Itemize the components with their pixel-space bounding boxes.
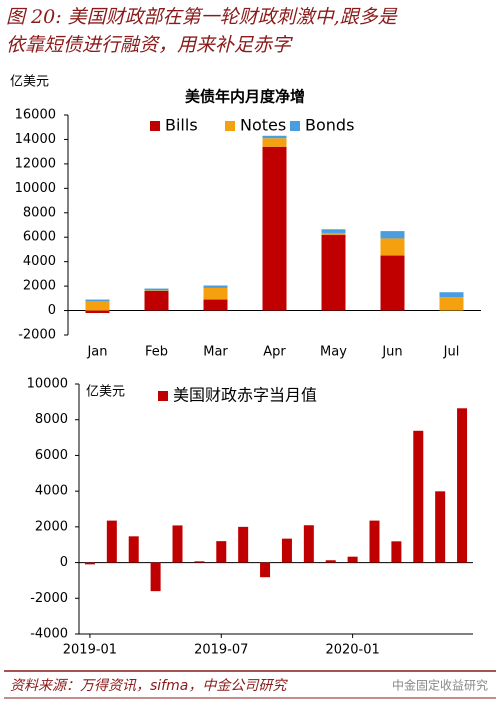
y-tick-label: 10000	[15, 181, 56, 196]
bar	[321, 232, 346, 235]
bar	[203, 287, 228, 300]
y-tick-label: 14000	[15, 132, 56, 147]
bar	[391, 541, 402, 563]
y-tick-label: 4000	[35, 484, 68, 499]
header-title: 依靠短债进行融资，用来补足赤字	[6, 34, 293, 56]
bar	[380, 238, 405, 256]
x-tick-label: 2019-07	[194, 643, 248, 658]
bar	[128, 536, 139, 563]
legend-swatch	[290, 121, 300, 131]
y-tick-label: 2000	[35, 519, 68, 534]
bar	[260, 562, 271, 578]
bar	[321, 229, 346, 233]
bar	[262, 138, 287, 147]
bar	[439, 292, 464, 298]
bar	[203, 285, 228, 288]
bar	[84, 562, 95, 565]
bar	[347, 556, 358, 563]
x-tick-label: Jun	[381, 345, 402, 360]
x-tick-label: 2019-01	[63, 643, 117, 658]
x-tick-label: Jan	[86, 345, 107, 360]
y-tick-label: -4000	[30, 627, 68, 642]
bar	[321, 234, 346, 311]
y-tick-label: 6000	[23, 230, 56, 245]
unit-label: 亿美元	[10, 75, 49, 90]
source-note: 资料来源：万得资讯，sifma，中金公司研究	[10, 678, 288, 694]
bar	[144, 288, 169, 291]
legend-label: Notes	[240, 116, 286, 135]
x-tick-label: Feb	[145, 345, 168, 360]
unit-label: 亿美元	[86, 385, 125, 400]
legend-label: Bonds	[305, 116, 354, 135]
y-tick-label: -2000	[30, 591, 68, 606]
bar	[144, 291, 169, 311]
y-tick-label: 6000	[35, 448, 68, 463]
bar	[150, 562, 161, 592]
y-tick-label: 8000	[23, 205, 56, 220]
y-tick-label: 0	[60, 555, 68, 570]
bar	[413, 430, 424, 563]
header-title: 图 20: 美国财政部在第一轮财政刺激中,跟多是	[6, 6, 398, 28]
bar	[380, 231, 405, 239]
bar	[262, 146, 287, 311]
bar	[106, 520, 117, 563]
x-tick-label: May	[320, 345, 347, 360]
bar	[238, 526, 249, 563]
y-tick-label: 12000	[15, 156, 56, 171]
bar	[85, 301, 110, 311]
x-tick-label: Jul	[443, 345, 460, 360]
bar	[262, 135, 287, 139]
bar	[303, 525, 314, 563]
y-tick-label: 16000	[15, 108, 56, 123]
legend-swatch	[158, 391, 168, 401]
chart-title: 美债年内月度净增	[185, 88, 305, 106]
y-tick-label: 8000	[35, 412, 68, 427]
bar	[194, 561, 205, 563]
bar	[457, 408, 468, 563]
x-tick-label: 2020-01	[325, 643, 379, 658]
y-tick-label: 4000	[23, 254, 56, 269]
bar	[216, 541, 227, 563]
bar	[144, 290, 169, 291]
bar	[435, 491, 446, 563]
legend-swatch	[225, 121, 235, 131]
bar	[203, 299, 228, 311]
y-tick-label: 2000	[23, 279, 56, 294]
bar	[281, 538, 292, 563]
legend-label: 美国财政赤字当月值	[173, 386, 317, 405]
bar	[325, 560, 336, 563]
watermark: 中金固定收益研究	[392, 678, 488, 693]
bar	[172, 525, 183, 563]
bar	[85, 310, 110, 313]
bar	[439, 297, 464, 311]
legend-swatch	[150, 121, 160, 131]
x-tick-label: Mar	[203, 345, 228, 360]
bar	[85, 299, 110, 302]
bar	[369, 520, 380, 563]
legend-label: Bills	[165, 116, 198, 135]
y-tick-label: -2000	[18, 328, 56, 343]
bar	[380, 255, 405, 311]
y-tick-label: 0	[48, 303, 56, 318]
y-tick-label: 10000	[27, 377, 68, 392]
x-tick-label: Apr	[263, 345, 286, 360]
